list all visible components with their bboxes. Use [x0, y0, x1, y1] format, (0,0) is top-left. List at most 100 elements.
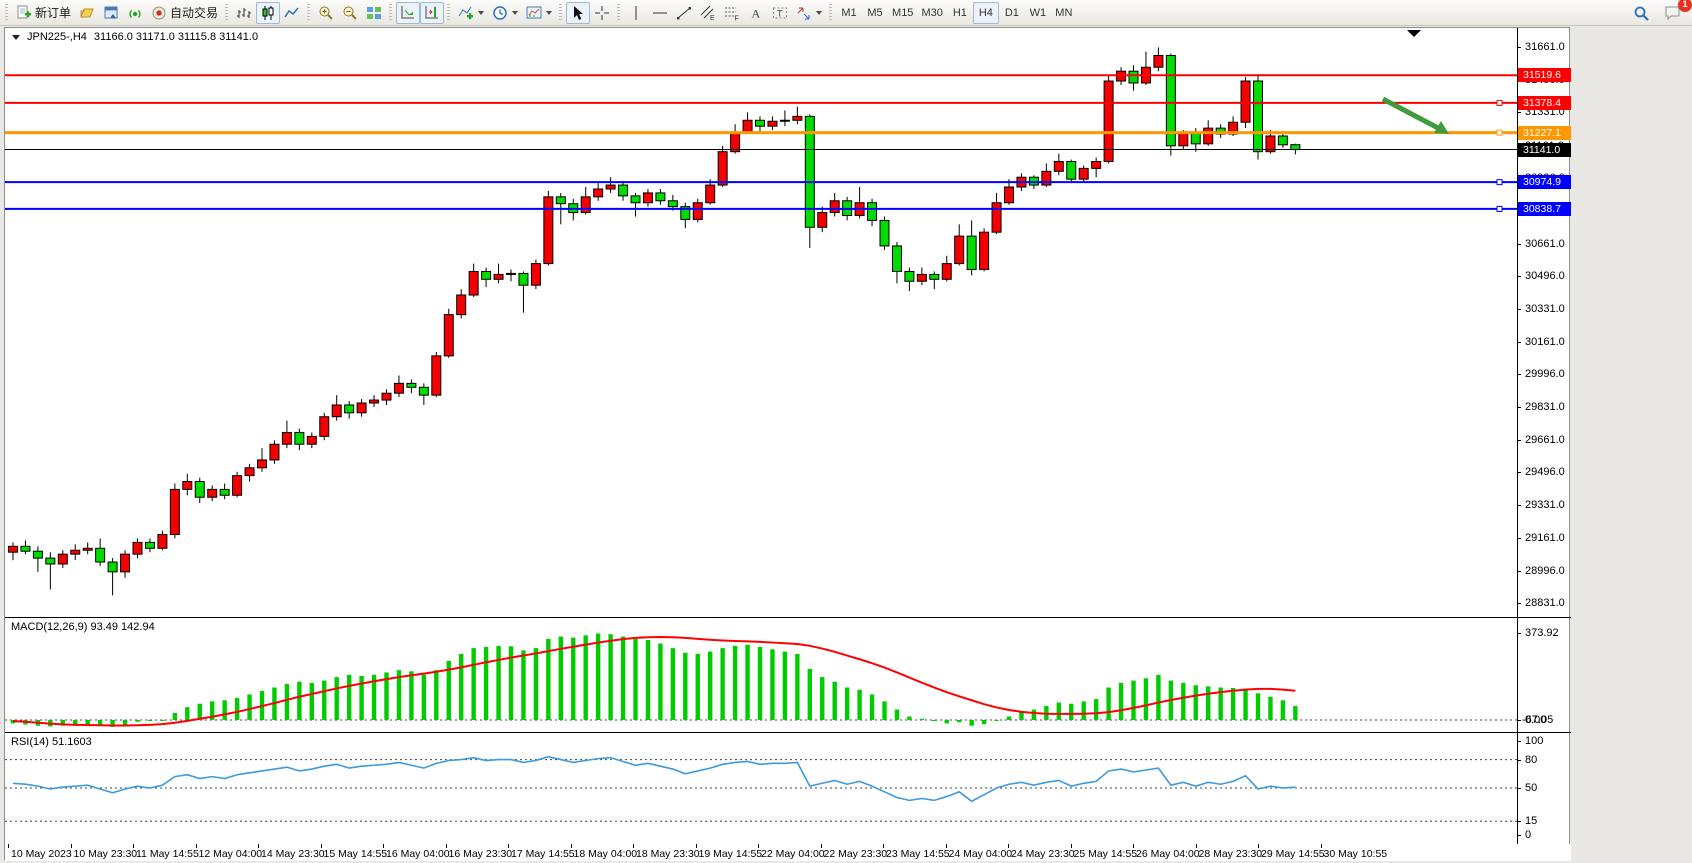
time-axis-label: 10 May 23:30 — [73, 848, 138, 860]
toolbar-grip[interactable] — [5, 3, 8, 22]
cursor-button[interactable] — [566, 1, 591, 24]
bear-candle — [891, 245, 902, 272]
macd-histogram-bar — [1193, 685, 1198, 720]
timeframe-h4-button[interactable]: H4 — [972, 1, 999, 24]
bear-candle — [655, 192, 666, 202]
new-order-button[interactable]: 新订单 — [12, 2, 75, 24]
timeframe-m5-button[interactable]: M5 — [862, 2, 888, 24]
zoom-in-button[interactable] — [314, 2, 338, 24]
macd-zero-label: 0.00 — [1525, 713, 1547, 726]
axis-tick — [1517, 276, 1521, 278]
axis-tick — [1517, 504, 1521, 506]
timeframe-d1-button[interactable]: D1 — [999, 2, 1025, 24]
toolbar-grip[interactable] — [225, 3, 229, 22]
text-tool-button[interactable]: A — [744, 2, 768, 24]
bull-candle — [269, 443, 280, 461]
time-axis-label: 19 May 14:55 — [698, 848, 763, 860]
macd-histogram-bar — [820, 677, 825, 720]
timeframe-m30-button[interactable]: M30 — [917, 2, 946, 24]
bull-candle — [1240, 80, 1251, 123]
market-window-button[interactable] — [99, 2, 123, 24]
indicators-button[interactable] — [454, 2, 488, 24]
zoom-out-button[interactable] — [338, 2, 362, 24]
annotation-arrow[interactable] — [1381, 96, 1440, 131]
panel-separator[interactable] — [5, 732, 1571, 733]
notifications-button[interactable]: 1 — [1660, 0, 1692, 24]
fibonacci-tool-button[interactable]: F — [720, 2, 744, 24]
templates-button[interactable] — [522, 2, 556, 24]
bull-candle — [506, 272, 516, 275]
macd-canvas[interactable] — [5, 618, 1517, 732]
line-handle[interactable] — [1496, 99, 1503, 106]
macd-histogram-bar — [907, 716, 912, 720]
text-label-tool-button[interactable]: T — [768, 2, 792, 24]
timeframe-label: H4 — [978, 6, 993, 19]
auto-scroll-button[interactable] — [396, 1, 421, 24]
rsi-canvas[interactable] — [5, 733, 1517, 844]
autotrade-button[interactable]: 自动交易 — [147, 2, 222, 24]
bear-candle — [45, 557, 56, 565]
toolbar-grip[interactable] — [389, 3, 393, 22]
macd-histogram-bar — [371, 674, 377, 720]
macd-histogram-bar — [683, 652, 688, 720]
line-handle[interactable] — [1496, 205, 1503, 212]
trendline-tool-button[interactable] — [672, 2, 696, 24]
time-axis[interactable]: 10 May 2023 10 May 23:30 11 May 14:55 12 Ma… — [5, 844, 1571, 861]
arrows-tool-button[interactable] — [792, 2, 826, 24]
line-handle[interactable] — [1496, 129, 1503, 136]
bear-candle — [20, 545, 31, 552]
equidistant-channel-tool-button[interactable]: E — [696, 2, 720, 24]
axis-tick — [1517, 472, 1521, 474]
annotation-arrow-head — [1434, 121, 1449, 134]
chart-title[interactable]: JPN225-,H4 31166.0 31171.0 31115.8 31141… — [12, 31, 258, 43]
tile-windows-button[interactable] — [362, 2, 386, 24]
signals-button[interactable] — [123, 2, 147, 24]
time-axis-label: 24 May 23:30 — [1011, 848, 1075, 860]
search-button[interactable] — [1629, 2, 1654, 24]
bull-candle — [1265, 135, 1276, 153]
timeframe-mn-button[interactable]: MN — [1051, 2, 1077, 24]
bar-chart-mode-button[interactable] — [232, 2, 256, 24]
bear-candle — [518, 272, 529, 286]
toolbar-grip[interactable] — [307, 3, 311, 22]
toolbar-grip[interactable] — [829, 3, 833, 22]
periods-button[interactable] — [488, 2, 522, 24]
text-label-icon: T — [772, 5, 788, 21]
bull-candle — [1041, 170, 1052, 186]
macd-histogram-bar — [1218, 687, 1223, 720]
candlestick-icon — [260, 5, 276, 21]
macd-histogram-bar — [1019, 711, 1024, 720]
bull-candle — [717, 151, 728, 186]
timeframe-m15-button[interactable]: M15 — [888, 2, 917, 24]
templates-dropdown-caret — [546, 10, 553, 15]
macd-histogram-bar — [708, 651, 713, 720]
timeframe-h1-button[interactable]: H1 — [947, 2, 973, 24]
panel-separator[interactable] — [5, 617, 1571, 618]
timeframe-w1-button[interactable]: W1 — [1025, 2, 1051, 24]
time-axis-label: 15 May 14:55 — [323, 848, 388, 860]
macd-histogram-bar — [334, 677, 339, 720]
toolbar-grip[interactable] — [559, 3, 563, 22]
search-icon — [1633, 5, 1650, 22]
crosshair-button[interactable] — [590, 2, 614, 24]
price-line-tag: 31141.0 — [1518, 142, 1571, 157]
chart-dropdown-icon[interactable] — [12, 35, 20, 40]
bull-candle — [132, 541, 143, 555]
timeframe-m1-button[interactable]: M1 — [836, 2, 862, 24]
axis-tick — [1517, 308, 1521, 310]
axis-tick — [1517, 740, 1521, 742]
toolbar-grip[interactable] — [617, 3, 621, 22]
horizontal-line-tool-button[interactable] — [648, 2, 672, 24]
bear-candle — [555, 196, 566, 205]
candlestick-mode-button[interactable] — [256, 1, 281, 24]
indicators-dropdown-caret — [478, 10, 485, 15]
bull-candle — [1103, 80, 1114, 163]
line-chart-mode-button[interactable] — [280, 2, 304, 24]
toolbar-grip[interactable] — [447, 3, 451, 22]
price-chart-canvas[interactable] — [5, 28, 1517, 617]
vertical-line-tool-button[interactable] — [624, 2, 648, 24]
line-handle[interactable] — [1496, 179, 1503, 186]
chart-shift-button[interactable] — [420, 1, 445, 24]
chart-profiles-button[interactable] — [75, 2, 99, 24]
bear-candle — [95, 547, 106, 563]
